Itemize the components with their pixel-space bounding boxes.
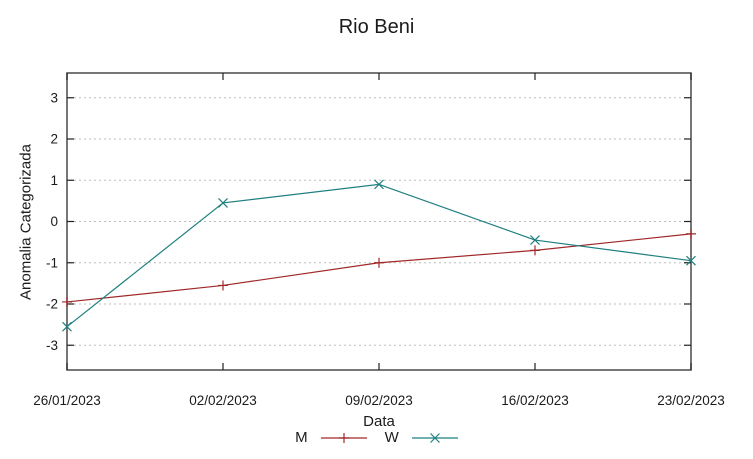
cross-marker-icon — [62, 321, 72, 332]
y-tick-label: -3 — [46, 338, 58, 353]
legend-entry-m: M — [295, 429, 367, 446]
legend: M W — [0, 429, 753, 446]
series-line-m — [66, 233, 692, 303]
chart-title: Rio Beni — [338, 16, 415, 38]
y-tick-label: 3 — [50, 90, 58, 105]
x-tick-label: 09/02/2023 — [345, 393, 413, 408]
x-axis-title: Data — [363, 413, 395, 430]
plus-marker-icon — [62, 296, 72, 307]
legend-entry-w: W — [385, 429, 458, 446]
legend-sample-line-m-icon — [320, 432, 367, 443]
legend-label-m: M — [295, 429, 308, 446]
y-tick-label: 0 — [50, 214, 58, 229]
x-tick-label: 02/02/2023 — [189, 393, 257, 408]
plus-marker-icon — [338, 432, 349, 443]
plus-marker-icon — [686, 228, 696, 239]
cross-marker-icon — [374, 179, 384, 190]
cross-marker-icon — [218, 198, 228, 208]
y-tick-label: -1 — [46, 255, 58, 270]
x-tick-label: 23/02/2023 — [657, 393, 725, 408]
legend-sample-line-w-icon — [411, 432, 458, 443]
legend-label-w: W — [384, 429, 399, 446]
cross-marker-icon — [530, 235, 540, 245]
plus-marker-icon — [374, 257, 384, 268]
y-tick-label: 2 — [50, 132, 58, 147]
x-tick-label: 26/01/2023 — [33, 393, 101, 408]
plus-marker-icon — [218, 280, 228, 291]
plus-marker-icon — [530, 245, 540, 256]
cross-marker-icon — [686, 255, 696, 266]
y-tick-label: -2 — [46, 297, 58, 312]
y-tick-label: 1 — [50, 173, 58, 188]
series-line-w — [66, 183, 692, 328]
cross-marker-icon — [429, 432, 440, 443]
x-tick-label: 16/02/2023 — [501, 393, 569, 408]
